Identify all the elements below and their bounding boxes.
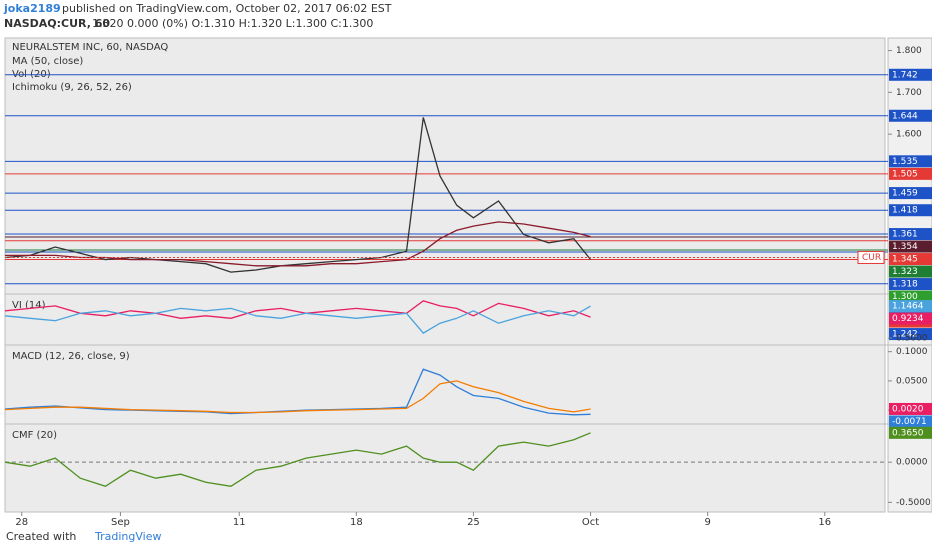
- x-tick-label: 25: [467, 517, 480, 528]
- plot-bg: [4, 37, 886, 513]
- pane-title: NEURALSTEM INC, 60, NASDAQ: [12, 42, 168, 53]
- value-label-bg: [889, 328, 932, 341]
- value-label-bg: [889, 240, 932, 253]
- footer-created: Created with: [6, 530, 76, 543]
- series-line: [4, 300, 591, 319]
- value-label: 1.535: [892, 157, 918, 167]
- y-tick-label: 0.0000: [896, 458, 928, 468]
- series-line: [4, 305, 591, 334]
- value-label: 1.300: [892, 292, 918, 302]
- y-tick-label: 0.0500: [896, 376, 928, 386]
- value-label: 1.345: [892, 255, 918, 265]
- series-line: [4, 380, 591, 414]
- value-label: -0.0071: [892, 417, 927, 427]
- value-label: 1.1464: [892, 302, 924, 312]
- value-label: 1.242: [892, 330, 918, 340]
- y-tick-label: 1.600: [896, 130, 922, 140]
- value-label-bg: [889, 402, 932, 415]
- footer-brand[interactable]: TradingView: [94, 530, 161, 543]
- value-label: 0.0020: [892, 404, 924, 414]
- value-label: 1.418: [892, 206, 918, 216]
- value-label: 1.361: [892, 230, 918, 240]
- y-tick-label: -0.5000: [896, 498, 931, 508]
- pane-title: VI (14): [12, 300, 46, 311]
- ohlc: 1.320 0.000 (0%) O:1.310 H:1.320 L:1.300…: [92, 17, 373, 30]
- y-tick-label: 0.1000: [896, 347, 928, 357]
- series-line: [4, 117, 592, 273]
- x-tick-label: 28: [15, 517, 28, 528]
- value-label: 1.742: [892, 70, 918, 80]
- x-tick-label: 18: [350, 517, 363, 528]
- value-label-bg: [889, 426, 932, 439]
- author[interactable]: joka2189: [3, 2, 61, 15]
- value-label-bg: [889, 109, 932, 122]
- symbol-tag-bg: [857, 250, 885, 264]
- pane-title: CMF (20): [12, 430, 57, 441]
- value-label-bg: [889, 312, 932, 325]
- y-tick-label: 1.800: [896, 46, 922, 56]
- x-tick-label: 16: [818, 517, 831, 528]
- value-label-bg: [889, 228, 932, 241]
- value-label-bg: [889, 204, 932, 217]
- value-label: 1.318: [892, 280, 918, 290]
- x-tick-label: Oct: [582, 517, 599, 528]
- published: published on TradingView.com, October 02…: [62, 2, 392, 15]
- value-label: 1.354: [892, 242, 918, 252]
- value-label-bg: [889, 265, 932, 278]
- value-label-bg: [889, 253, 932, 266]
- value-label: 1.505: [892, 169, 918, 179]
- value-label: 0.9234: [892, 314, 924, 324]
- x-tick-label: Sep: [111, 517, 130, 528]
- value-label-bg: [889, 167, 932, 180]
- value-label-bg: [889, 187, 932, 200]
- series-line: [4, 432, 591, 488]
- value-label: 0.3650: [892, 428, 924, 438]
- y-tick-label: 1.700: [896, 88, 922, 98]
- x-tick-label: 11: [233, 517, 246, 528]
- value-label: 1.323: [892, 267, 918, 277]
- value-label-bg: [889, 290, 932, 303]
- value-label-bg: [889, 155, 932, 168]
- value-label: 1.459: [892, 189, 918, 199]
- y-tick-label: 0.5000: [896, 334, 928, 344]
- quote: NASDAQ:CUR, 60: [4, 17, 110, 30]
- legend-item: Ichimoku (9, 26, 52, 26): [12, 82, 132, 93]
- value-label-bg: [889, 300, 932, 313]
- legend-item: MA (50, close): [12, 56, 83, 67]
- value-label-bg: [889, 278, 932, 291]
- value-label: 1.644: [892, 111, 918, 121]
- x-tick-label: 9: [704, 517, 710, 528]
- pane-title: MACD (12, 26, close, 9): [12, 351, 130, 362]
- value-label-bg: [889, 415, 932, 428]
- symbol-tag: CUR: [862, 253, 881, 263]
- value-label-bg: [889, 68, 932, 81]
